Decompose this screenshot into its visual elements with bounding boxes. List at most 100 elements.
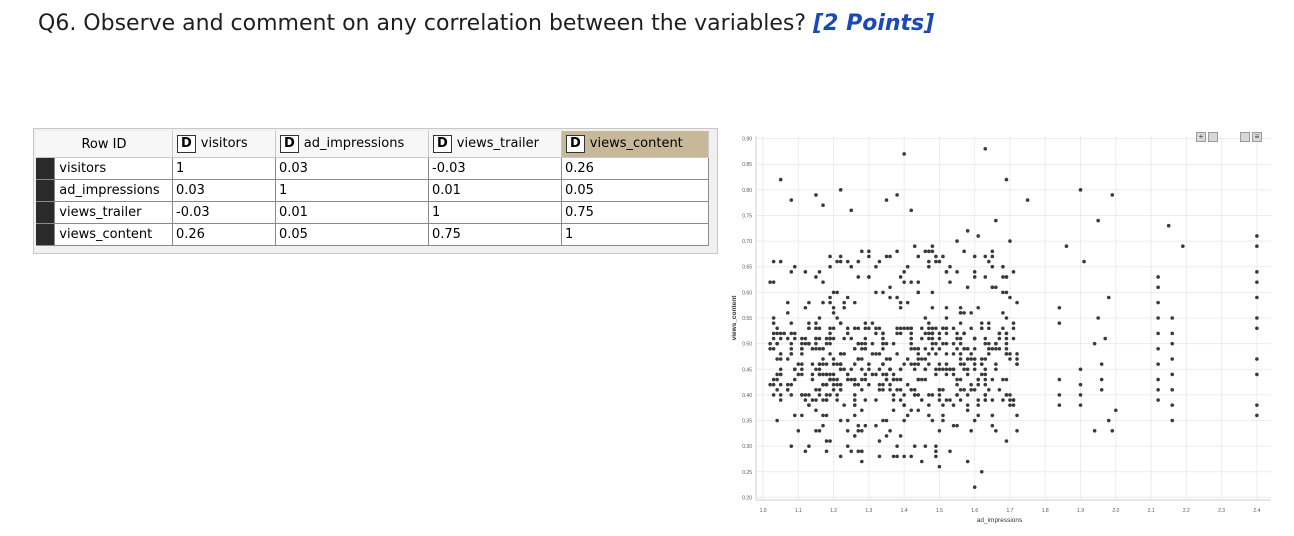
scatter-point	[972, 485, 977, 489]
table-cell[interactable]: 1	[172, 157, 276, 180]
table-cell[interactable]: 0.26	[561, 157, 709, 180]
scatter-point	[916, 290, 921, 295]
table-cell[interactable]: 0.03	[275, 157, 429, 180]
select-icon[interactable]	[1208, 132, 1218, 142]
y-tick-label: 0.90	[742, 137, 752, 143]
scatter-point	[969, 382, 973, 387]
scatter-point	[817, 393, 822, 397]
table-cell[interactable]: 0.05	[275, 223, 429, 246]
table-cell[interactable]: 0.01	[428, 179, 562, 202]
scatter-point	[852, 393, 857, 397]
scatter-point	[881, 336, 885, 341]
scatter-point	[849, 377, 854, 382]
table-cell[interactable]: 0.75	[561, 201, 709, 224]
scatter-point	[835, 259, 839, 264]
scatter-point	[838, 352, 843, 356]
scatter-point	[785, 387, 790, 392]
scatter-point	[916, 393, 921, 397]
scatter-point	[785, 311, 790, 315]
scatter-point	[785, 300, 790, 305]
scatter-point	[814, 387, 818, 392]
table-cell[interactable]: 0.01	[275, 201, 429, 224]
scatter-point	[944, 367, 949, 372]
scatter-point	[775, 357, 779, 361]
scatter-point	[807, 321, 811, 325]
row-marker	[36, 201, 56, 224]
scatter-point	[909, 362, 914, 366]
scatter-point	[778, 372, 783, 377]
scatter-point	[838, 382, 843, 387]
scatter-point	[944, 372, 949, 377]
scatter-point	[930, 341, 935, 346]
scatter-point	[835, 362, 839, 366]
table-row[interactable]: views_content 0.26 0.05 0.75 1	[36, 223, 709, 246]
scatter-point	[972, 346, 977, 351]
table-row[interactable]: visitors 1 0.03 -0.03 0.26	[36, 157, 709, 180]
scatter-point	[800, 372, 804, 377]
scatter-point	[930, 290, 935, 295]
scatter-point	[874, 326, 878, 331]
scatter-point	[817, 316, 822, 320]
scatter-plot[interactable]: 0.20 0.25 0.30 0.35 0.40 0.45 0.50 0.55 0.60 0.65…	[726, 128, 1274, 528]
table-cell[interactable]: 1	[561, 223, 709, 246]
row-name: views_content	[54, 223, 173, 246]
scatter-point	[1011, 336, 1016, 341]
scatter-point	[881, 382, 885, 387]
row-id-header[interactable]: Row ID	[36, 131, 173, 158]
scatter-point	[962, 331, 966, 336]
table-cell[interactable]: 1	[275, 179, 429, 202]
scatter-point	[1170, 357, 1175, 361]
fullscreen-icon[interactable]	[1240, 132, 1250, 142]
scatter-point	[997, 346, 1002, 351]
scatter-point	[948, 280, 952, 284]
scatter-point	[1255, 280, 1259, 284]
scatter-point	[831, 387, 836, 392]
scatter-point	[909, 280, 914, 284]
scatter-point	[842, 352, 846, 356]
scatter-point	[912, 444, 917, 448]
double-type-icon: D	[433, 135, 452, 153]
scatter-point	[856, 428, 861, 433]
scatter-point	[1092, 341, 1097, 346]
scatter-point	[944, 326, 949, 331]
scatter-point	[1099, 362, 1104, 366]
scatter-point	[895, 387, 899, 392]
scatter-point	[937, 464, 942, 469]
table-cell[interactable]: 1	[428, 201, 562, 224]
scatter-point	[852, 362, 857, 366]
scatter-point	[821, 372, 825, 377]
scatter-point	[990, 423, 995, 428]
table-cell[interactable]: 0.26	[172, 223, 276, 246]
scatter-point	[771, 393, 776, 397]
table-cell[interactable]: 0.05	[561, 179, 709, 202]
scatter-point	[979, 357, 984, 361]
scatter-point	[877, 454, 882, 459]
scatter-point	[782, 331, 787, 336]
scatter-point	[842, 367, 846, 372]
scatter-point	[874, 372, 878, 377]
scatter-point	[863, 372, 868, 377]
question-heading: Q6. Observe and comment on any correlati…	[38, 11, 934, 36]
scatter-point	[771, 377, 776, 382]
table-row[interactable]: views_trailer -0.03 0.01 1 0.75	[36, 201, 709, 224]
scatter-point	[1004, 346, 1009, 351]
scatter-point	[807, 300, 811, 305]
table-cell[interactable]: -0.03	[428, 157, 562, 180]
table-cell[interactable]: 0.75	[428, 223, 562, 246]
scatter-point	[828, 254, 832, 259]
table-row[interactable]: ad_impressions 0.03 1 0.01 0.05	[36, 179, 709, 202]
scatter-point	[944, 270, 949, 274]
menu-icon[interactable]: ≡	[1252, 132, 1262, 142]
scatter-point	[951, 341, 956, 346]
scatter-point	[951, 352, 956, 356]
scatter-point	[845, 418, 850, 423]
table-cell[interactable]: 0.03	[172, 179, 276, 202]
scatter-point	[771, 316, 776, 320]
table-cell[interactable]: -0.03	[172, 201, 276, 224]
scatter-point	[902, 326, 906, 331]
zoom-icon[interactable]: +	[1196, 132, 1206, 142]
